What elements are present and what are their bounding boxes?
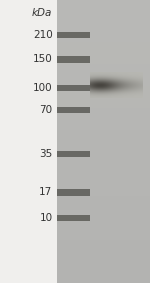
Text: 70: 70 <box>39 105 52 115</box>
Text: 150: 150 <box>33 54 52 65</box>
Bar <box>57 0 150 283</box>
Bar <box>57 107 90 113</box>
Bar <box>57 32 90 38</box>
Text: 35: 35 <box>39 149 52 159</box>
Text: 100: 100 <box>33 83 52 93</box>
Bar <box>57 215 90 221</box>
Text: 10: 10 <box>39 213 52 223</box>
Bar <box>57 189 90 196</box>
Bar <box>57 56 90 63</box>
Bar <box>57 151 90 157</box>
Text: kDa: kDa <box>32 8 52 18</box>
Text: 210: 210 <box>33 30 52 40</box>
Text: 17: 17 <box>39 187 52 198</box>
Bar <box>57 85 90 91</box>
